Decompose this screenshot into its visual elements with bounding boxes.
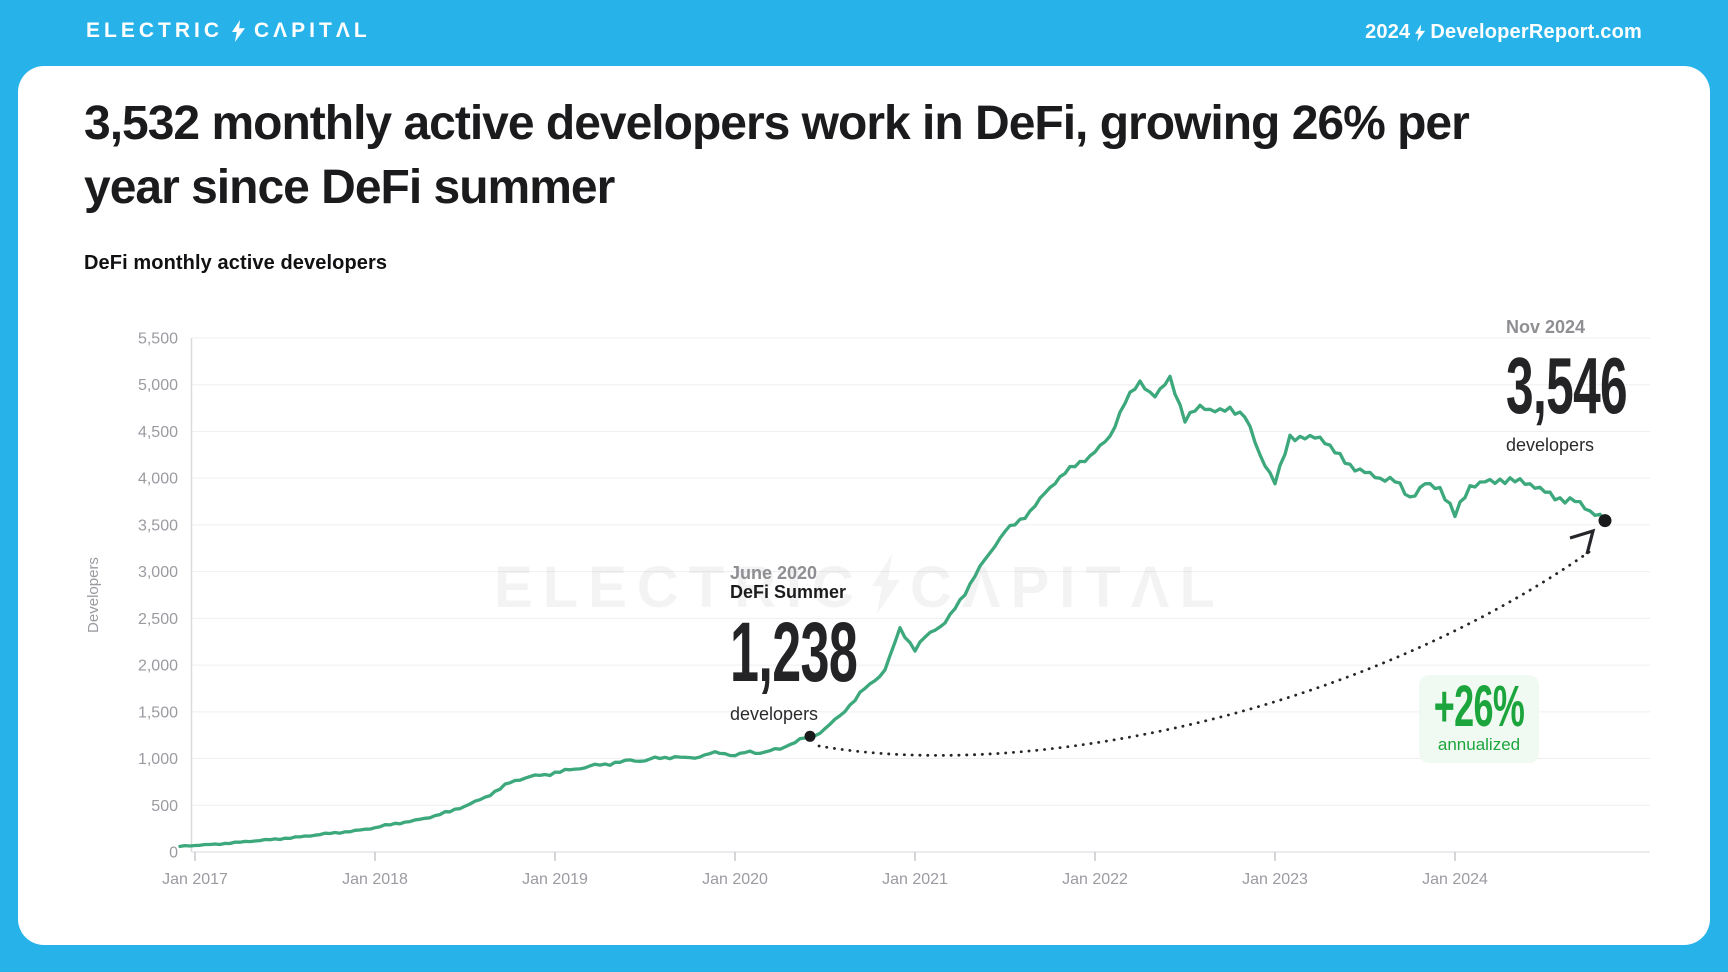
y-axis-tick-label: 2,000 [138,658,178,675]
line-chart-canvas: 0 500 1,000 1,500 2,000 2,500 3,000 3,500 4,000 4… [85,331,1650,888]
logo-word-capital: CΛPITΛL [254,19,371,42]
watermark-electric: ELECTRIC [494,555,864,620]
developer-report-link[interactable]: 2024 DeveloperReport.com [1365,21,1642,44]
y-axis-tick-label: 1,000 [138,751,178,768]
y-axis-tick-label: 5,500 [138,331,178,348]
defi-developers-line [178,374,1607,849]
y-axis-tick-label: 500 [151,798,178,815]
report-domain: DeveloperReport.com [1430,21,1642,43]
x-axis-tick-label: Jan 2017 [162,871,228,888]
annotation-title: DeFi Summer [730,582,847,602]
page-title: 3,532 monthly active developers work in … [84,97,1470,214]
report-year: 2024 [1365,21,1411,43]
lightning-bolt-icon [232,20,245,42]
defi-summer-annotation: June 2020 DeFi Summer 1,238 developers [730,564,935,725]
annotation-unit: developers [1506,435,1595,455]
y-axis-tick-label: 0 [169,845,178,862]
developer-trend-chart: 0 500 1,000 1,500 2,000 2,500 3,000 3,500 4,000 4… [58,290,1678,910]
annotation-date: June 2020 [730,563,818,583]
y-axis-tick-label: 3,000 [138,564,178,581]
annotation-date: Nov 2024 [1506,317,1586,337]
data-point-marker [804,730,816,742]
growth-rate-label: annualized [1437,735,1521,755]
y-axis-tick-label: 4,500 [138,424,178,441]
x-axis-tick-label: Jan 2019 [522,871,588,888]
x-axis-tick-label: Jan 2024 [1422,871,1488,888]
x-axis-tick-label: Jan 2022 [1062,871,1128,888]
x-axis-tick-label: Jan 2023 [1242,871,1308,888]
x-axis-tick-label: Jan 2021 [882,871,948,888]
annotation-value: 1,238 [730,605,858,699]
y-axis-tick-label: 3,500 [138,517,178,534]
growth-rate-badge: +26% annualized [1419,675,1539,763]
y-axis-title: Developers [85,557,102,633]
y-axis-tick-label: 1,500 [138,704,178,721]
data-point-marker [1598,514,1612,528]
annotation-value: 3,546 [1506,341,1628,430]
electric-capital-logo: ELECTRIC CΛPITΛL [86,19,371,43]
arrowhead-icon [1569,528,1596,555]
y-axis-tick-label: 2,500 [138,611,178,628]
x-axis-tick-label: Jan 2020 [702,871,768,888]
watermark-bolt-icon [872,554,900,614]
chart-title: DeFi monthly active developers [84,252,388,274]
growth-rate-value: +26% [1433,673,1525,739]
report-card: 3,532 monthly active developers work in … [18,66,1710,945]
latest-value-annotation: Nov 2024 3,546 developers [1506,318,1701,456]
watermark-capital: CΛPITΛL [910,555,1225,620]
lightning-bolt-icon [1415,24,1426,42]
top-bar: ELECTRIC CΛPITΛL 2024 DeveloperReport.co… [0,0,1728,66]
logo-word-electric: ELECTRIC [86,19,223,42]
y-axis-tick-label: 5,000 [138,377,178,394]
x-axis-tick-label: Jan 2018 [342,871,408,888]
y-axis-tick-label: 4,000 [138,471,178,488]
annotation-unit: developers [730,704,819,724]
